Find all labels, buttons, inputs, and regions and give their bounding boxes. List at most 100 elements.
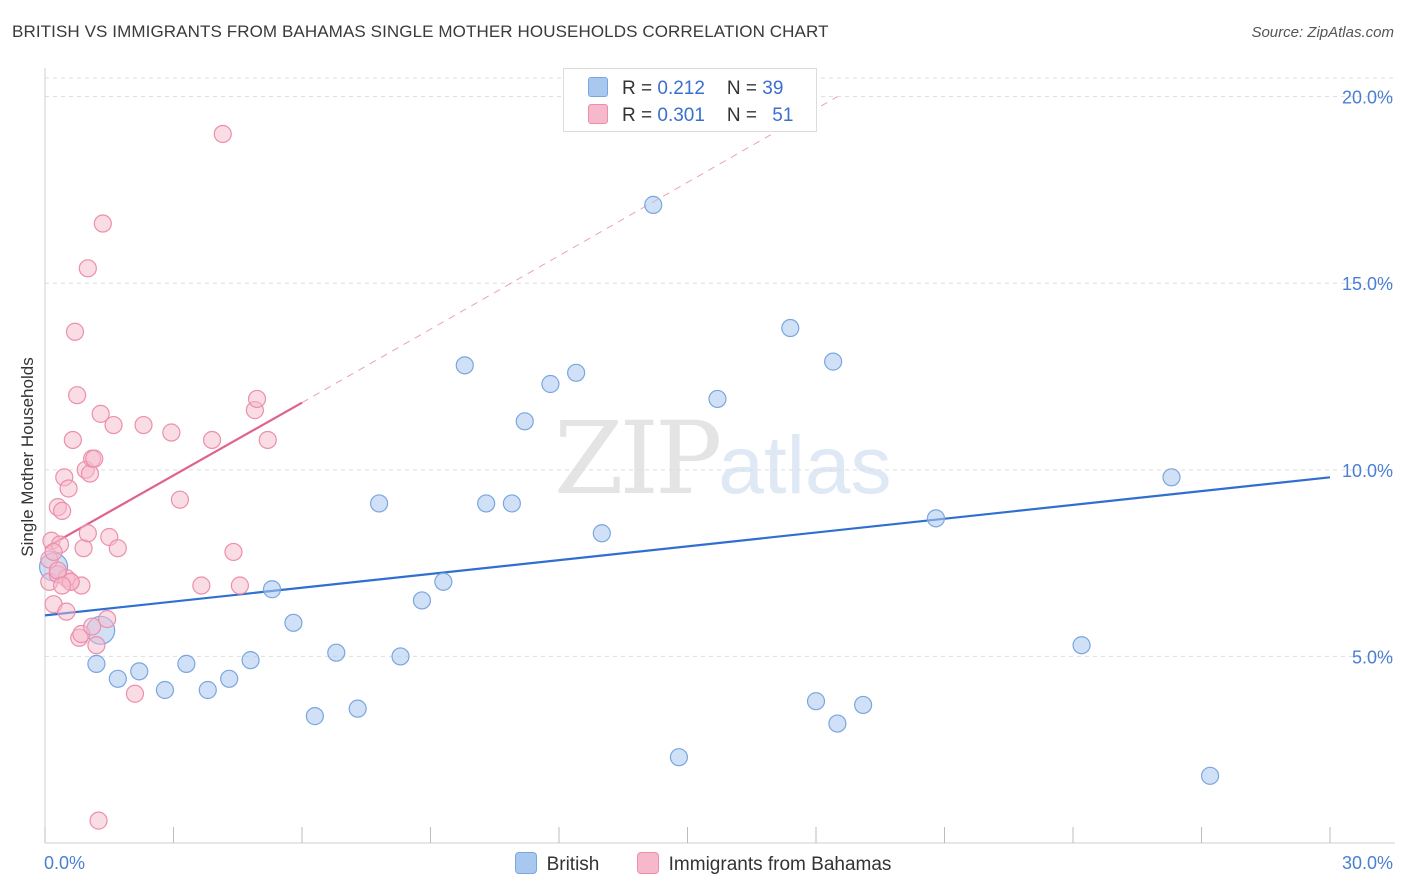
watermark: ZIPatlas <box>554 400 892 517</box>
british-legend-label: British <box>546 854 600 875</box>
bahamas-point <box>134 415 153 435</box>
y-tick-label: 5.0% <box>1352 647 1393 667</box>
british-point <box>806 692 826 711</box>
british-point <box>177 654 196 673</box>
grid-lines <box>45 77 1395 657</box>
series-legend: British Immigrants from Bahamas <box>0 852 1406 876</box>
legend-item-bahamas[interactable]: Immigrants from Bahamas <box>636 852 892 876</box>
british-point <box>644 195 663 214</box>
british-point <box>391 647 410 666</box>
bahamas-r-label: R = <box>622 105 658 126</box>
y-tick-label: 10.0% <box>1342 461 1393 481</box>
british-point <box>262 580 282 599</box>
british-point <box>434 572 453 591</box>
bahamas-point <box>91 404 110 423</box>
bahamas-point <box>125 684 145 703</box>
british-point <box>108 669 127 688</box>
bahamas-point <box>80 464 100 483</box>
bahamas-n-value: 51 <box>772 105 794 126</box>
bahamas-n-label: N = <box>726 105 763 126</box>
y-tick-label: 20.0% <box>1342 88 1393 108</box>
british-point <box>327 643 346 662</box>
british-trend-line <box>44 476 1331 617</box>
british-point <box>502 494 521 513</box>
british-legend-swatch <box>514 852 537 874</box>
bahamas-point <box>192 576 211 595</box>
chart-source: Source: ZipAtlas.com <box>1251 24 1394 41</box>
bahamas-point <box>104 415 123 435</box>
british-r-value: 0.212 <box>657 78 705 99</box>
bahamas-point <box>108 539 127 558</box>
british-points <box>38 195 1220 785</box>
bahamas-point <box>230 576 249 595</box>
british-point <box>130 662 149 681</box>
watermark-zip: ZIP <box>554 400 722 517</box>
bahamas-point <box>258 430 277 450</box>
british-point <box>1200 766 1220 785</box>
british-point <box>370 494 389 513</box>
bahamas-point <box>89 811 108 830</box>
bahamas-point <box>93 214 112 233</box>
british-point <box>284 613 303 632</box>
british-point <box>926 509 946 528</box>
bahamas-point <box>85 449 104 468</box>
stats-legend: R = 0.212 N = 39 R = 0.301 N = 51 <box>563 68 817 132</box>
british-point <box>305 707 324 726</box>
bahamas-point <box>65 322 85 341</box>
british-point <box>198 680 217 700</box>
british-point <box>708 389 727 409</box>
bahamas-point <box>59 479 78 498</box>
bahamas-point <box>202 430 222 450</box>
british-point <box>155 680 175 700</box>
british-point <box>854 695 873 715</box>
british-point <box>477 494 496 513</box>
bahamas-point <box>78 524 97 543</box>
british-point <box>348 699 367 718</box>
british-n-value: 39 <box>762 78 784 99</box>
bahamas-legend-label: Immigrants from Bahamas <box>668 854 892 875</box>
bahamas-swatch <box>588 104 608 124</box>
british-n-label: N = <box>726 78 763 99</box>
british-point <box>515 412 534 431</box>
bahamas-legend-swatch <box>636 852 659 874</box>
x-tick-label: 30.0% <box>1342 853 1393 873</box>
british-point <box>567 363 586 382</box>
bahamas-point <box>83 617 102 636</box>
british-point <box>824 352 843 371</box>
bahamas-point <box>53 576 72 595</box>
british-r-label: R = <box>622 78 658 99</box>
bahamas-point <box>98 609 117 629</box>
british-point <box>412 591 432 610</box>
bahamas-point <box>68 386 87 405</box>
y-tick-label: 15.0% <box>1342 274 1393 294</box>
bahamas-trend-extension <box>301 96 838 404</box>
bahamas-points <box>40 124 277 830</box>
british-point <box>1072 636 1091 655</box>
british-point <box>828 714 847 733</box>
bahamas-point <box>247 389 267 409</box>
bahamas-point <box>63 430 82 450</box>
chart-title: BRITISH VS IMMIGRANTS FROM BAHAMAS SINGL… <box>12 22 829 41</box>
watermark-atlas: atlas <box>718 420 892 511</box>
british-point <box>541 374 560 394</box>
bahamas-point <box>87 636 106 655</box>
bahamas-point <box>170 490 190 509</box>
bahamas-point <box>162 423 181 442</box>
bahamas-point <box>57 602 76 621</box>
legend-item-british[interactable]: British <box>514 852 600 876</box>
tick-labels: 5.0% 10.0% 15.0% 20.0% 0.0% 30.0% <box>44 88 1393 873</box>
bahamas-r-value: 0.301 <box>657 105 705 126</box>
trend-lines <box>44 96 1331 617</box>
bahamas-point <box>213 124 232 144</box>
bahamas-point <box>78 259 97 278</box>
british-point <box>220 669 239 688</box>
bahamas-point <box>74 539 93 558</box>
british-point <box>1162 468 1181 487</box>
british-point <box>669 748 689 767</box>
british-swatch <box>588 77 608 97</box>
bahamas-point <box>44 542 63 562</box>
british-point <box>455 356 474 375</box>
bahamas-point <box>224 542 243 562</box>
bahamas-trend-line <box>44 401 303 550</box>
